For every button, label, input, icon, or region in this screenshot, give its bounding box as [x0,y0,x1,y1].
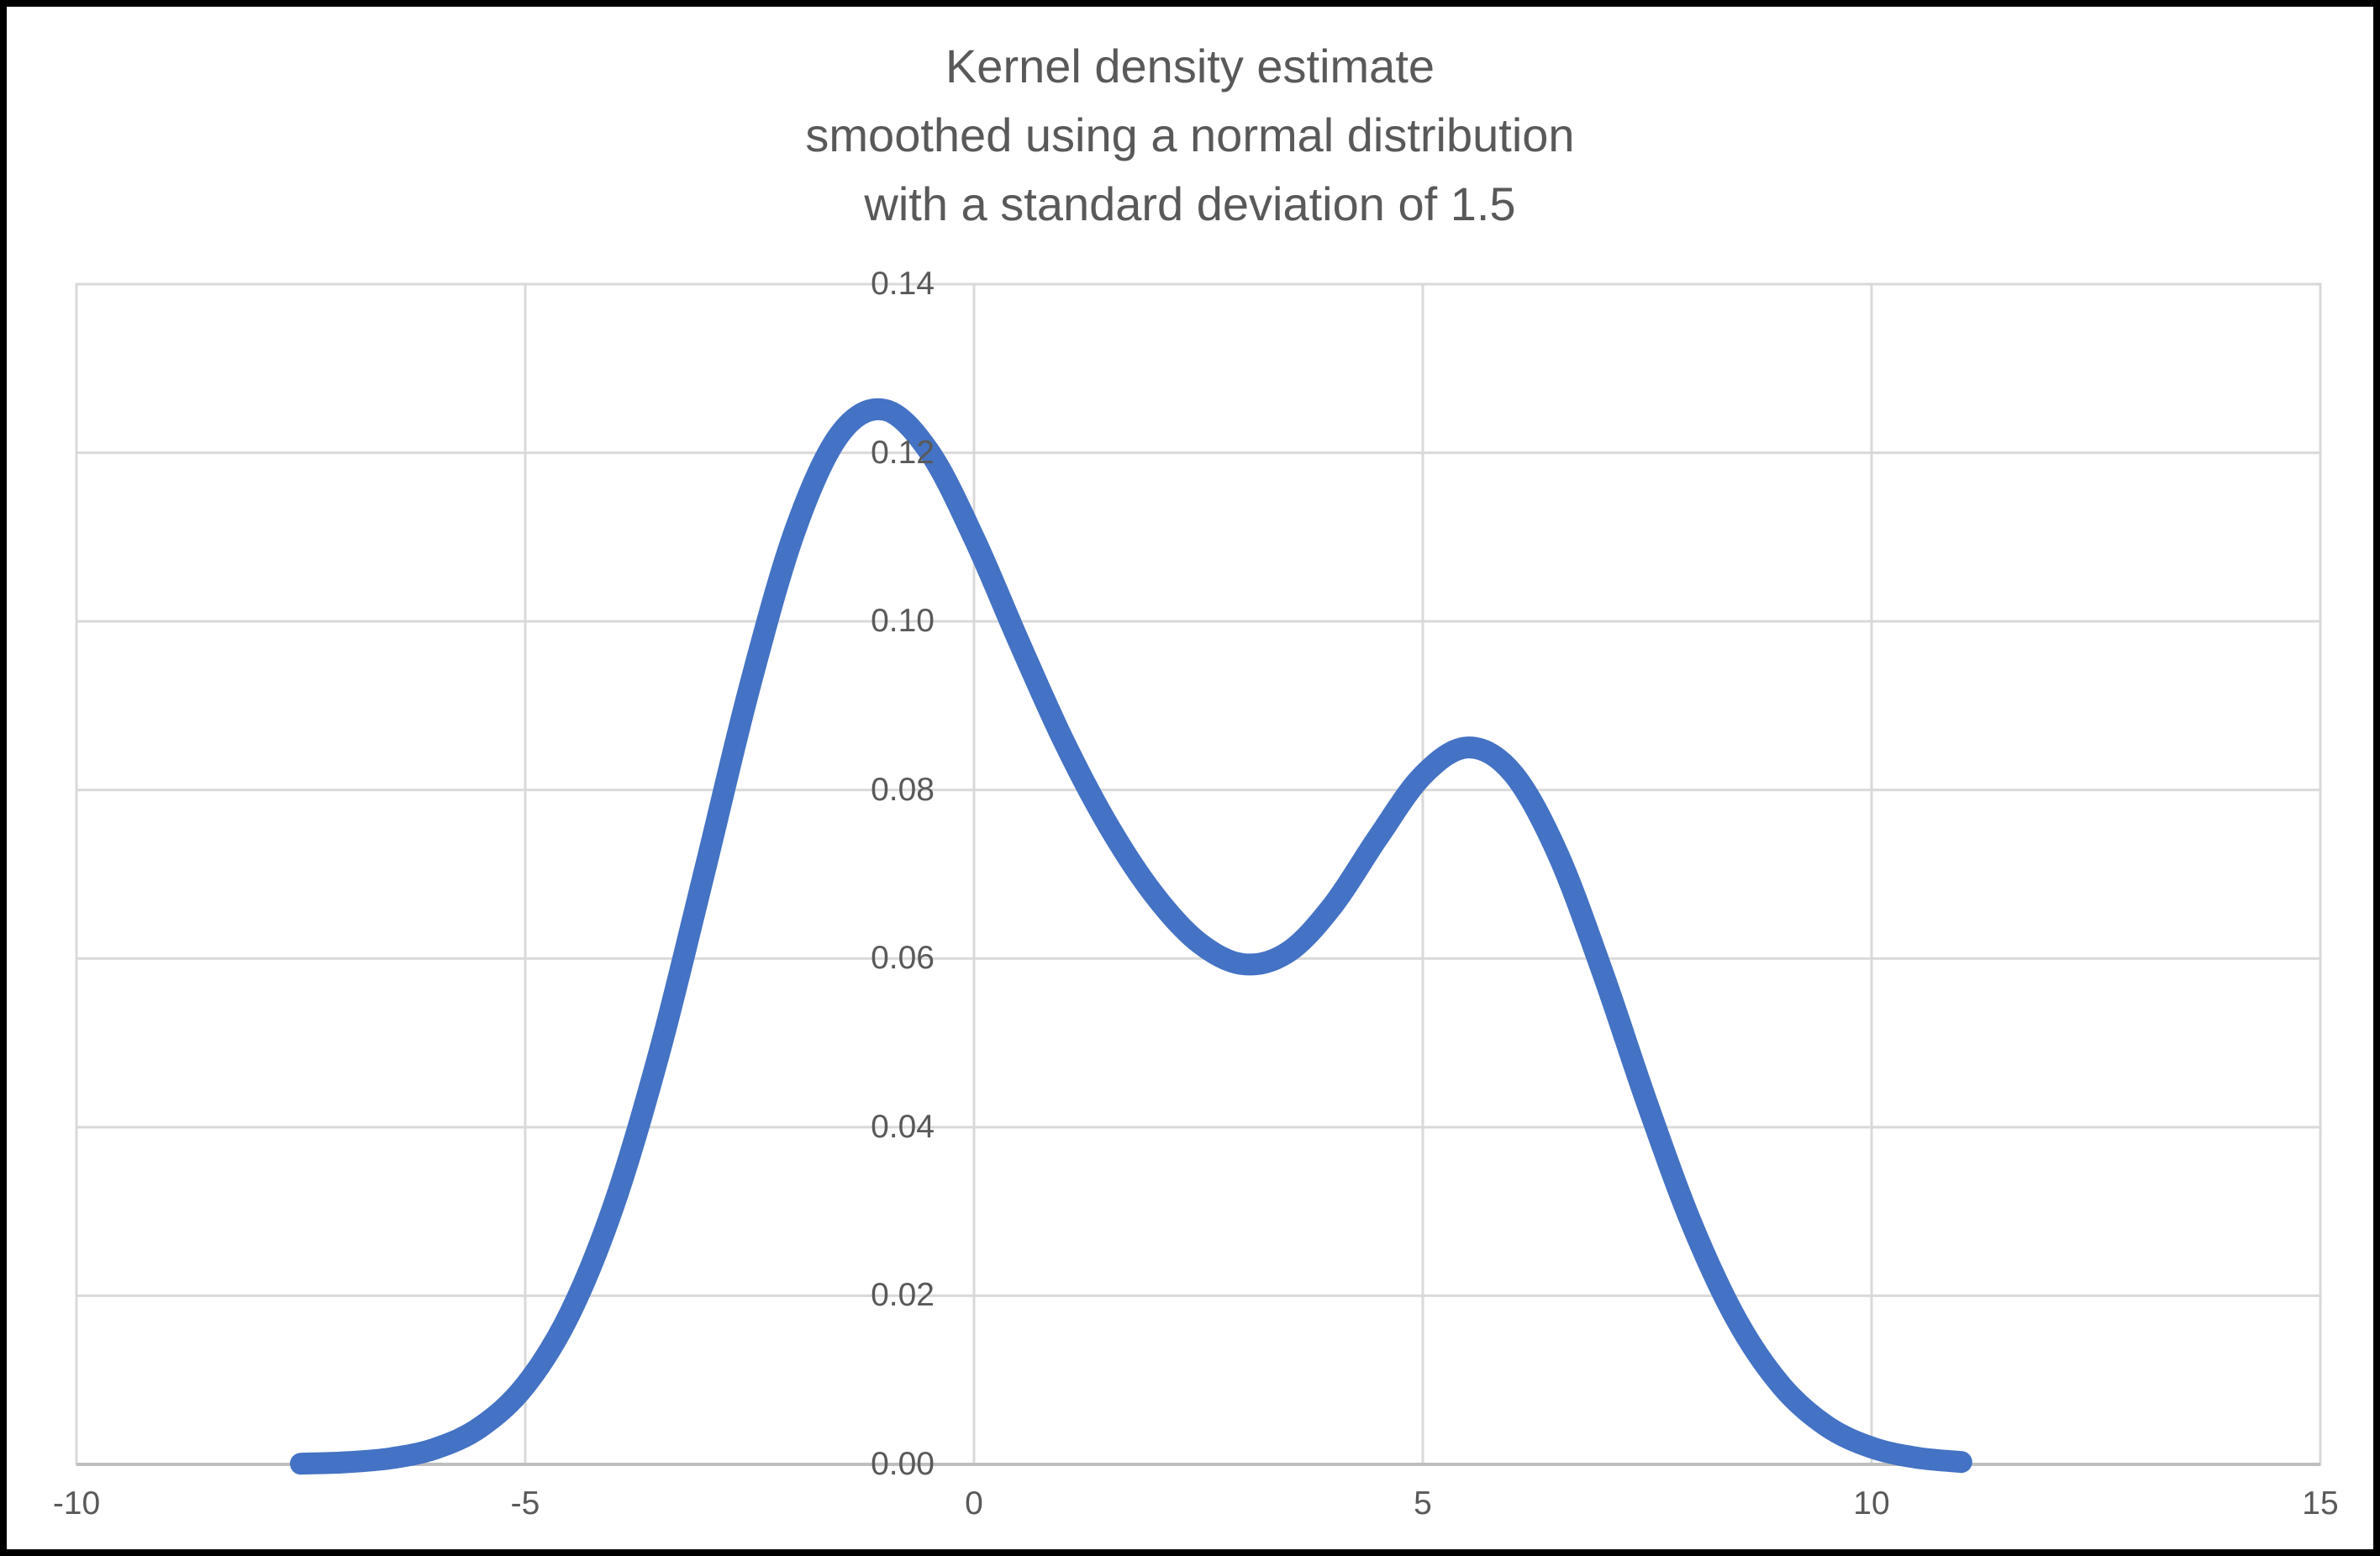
y-tick-label: 0.08 [871,772,935,808]
plot-svg [75,282,2322,1475]
y-tick-label: 0.14 [871,266,935,302]
y-tick-label: 0.12 [871,435,935,471]
x-tick-label: 15 [2302,1485,2339,1522]
y-tick-label: 0.02 [871,1277,935,1313]
chart-title-line-3: with a standard deviation of 1.5 [864,177,1516,230]
chart-title-line-2: smoothed using a normal distribution [805,108,1575,161]
y-tick-label: 0.10 [871,603,935,639]
x-tick-label: 5 [1414,1485,1432,1522]
gridlines [75,282,2322,1466]
y-tick-label: 0.04 [871,1109,935,1145]
x-tick-label: -10 [52,1485,101,1522]
kde-curve [290,398,1972,1475]
x-tick-label: 0 [965,1485,983,1522]
chart-title-line-1: Kernel density estimate [945,40,1435,92]
x-tick-label: 10 [1853,1485,1890,1522]
y-tick-label: 0.00 [871,1446,935,1482]
x-tick-label: -5 [510,1485,540,1522]
y-tick-label: 0.06 [871,940,935,976]
chart-title: Kernel density estimate smoothed using a… [7,32,2373,239]
